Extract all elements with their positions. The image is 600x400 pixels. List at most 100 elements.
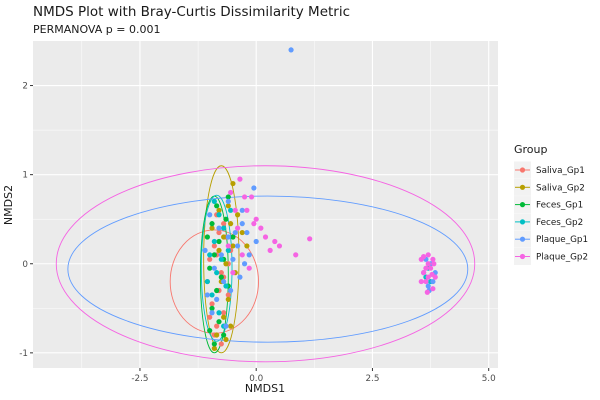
y-tick-label: -1	[19, 349, 28, 359]
minor-gridlines	[33, 41, 498, 368]
plaque-gp2-point	[430, 286, 436, 292]
plaque-gp2-point	[272, 238, 278, 245]
saliva-gp2-point	[228, 221, 234, 227]
saliva-gp1-point	[209, 301, 215, 307]
plaque-gp1-point	[221, 278, 227, 285]
legend-marker	[519, 236, 526, 242]
plaque-gp1-point	[230, 256, 236, 262]
chart-subtitle: PERMANOVA p = 0.001	[33, 23, 160, 36]
feces-gp1-point	[211, 341, 217, 347]
saliva-gp1-point	[221, 310, 227, 316]
y-axis-title: NMDS2	[2, 185, 15, 225]
feces-gp2-point	[228, 207, 234, 213]
plaque-gp1-point	[216, 225, 222, 231]
legend-label: Feces_Gp1	[536, 201, 583, 211]
saliva-gp2-point	[214, 332, 220, 338]
point-layer	[202, 47, 438, 351]
plaque-gp1-point	[430, 278, 436, 285]
plaque-gp1-point	[239, 207, 245, 213]
feces-gp1-point	[218, 274, 224, 280]
saliva-gp2-ellipse	[203, 165, 240, 354]
feces-gp1-point	[214, 287, 220, 294]
legend-label: Saliva_Gp1	[536, 166, 585, 176]
feces-gp2-point	[225, 247, 231, 253]
feces-gp1-point	[221, 332, 227, 338]
x-axis: -2.5 0.0 2.5 5.0	[131, 368, 496, 384]
y-tick-label: 2	[22, 82, 28, 92]
saliva-gp2-point	[230, 243, 236, 249]
feces-gp1-point	[211, 252, 217, 258]
legend-label: Plaque_Gp2	[536, 253, 588, 263]
saliva-gp2-point	[239, 229, 245, 236]
plaque-gp2-point	[425, 252, 431, 258]
legend-marker	[519, 202, 526, 208]
feces-gp1-point	[230, 234, 236, 240]
plaque-gp1-point	[223, 323, 229, 329]
feces-gp2-point	[223, 283, 229, 289]
saliva-gp1-point	[218, 270, 224, 276]
plaque-gp1-point	[241, 261, 248, 267]
saliva-gp2-point	[209, 225, 215, 231]
legend-label: Plaque_Gp1	[536, 235, 588, 245]
legend-marker	[519, 253, 526, 260]
ellipse-layer	[55, 165, 476, 363]
feces-gp2-point	[216, 310, 222, 316]
plaque-gp2-point	[230, 270, 236, 276]
plaque-gp1-point	[288, 47, 294, 53]
plaque-gp1-point	[211, 265, 217, 271]
x-tick-label: -2.5	[131, 374, 148, 384]
feces-gp1-point	[207, 327, 213, 334]
plaque-gp2-point	[431, 261, 437, 267]
feces-gp1-point	[214, 203, 220, 209]
plaque-gp1-point	[235, 243, 241, 249]
plaque-gp2-point	[241, 194, 248, 200]
saliva-gp2-point	[225, 203, 231, 209]
legend-item-plaque-gp1: Plaque_Gp1	[514, 230, 588, 248]
plaque-gp2-point	[258, 225, 264, 231]
x-axis-title: NMDS1	[245, 382, 285, 395]
legend-marker	[519, 184, 526, 190]
plaque-gp2-point	[244, 207, 250, 213]
saliva-gp2-point	[223, 336, 229, 343]
saliva-gp2-point	[216, 247, 222, 253]
x-tick-label: 0.0	[249, 374, 263, 384]
plaque-gp2-point	[232, 207, 238, 213]
chart-title: NMDS Plot with Bray-Curtis Dissimilarity…	[33, 4, 350, 20]
feces-gp2-point	[209, 292, 215, 298]
y-tick-label: 1	[22, 171, 28, 181]
legend-item-saliva-gp2: Saliva_Gp2	[514, 178, 585, 196]
feces-gp1-point	[216, 238, 222, 245]
saliva-gp1-point	[221, 221, 227, 227]
feces-gp1-point	[209, 305, 215, 311]
plaque-gp2-point	[228, 189, 234, 196]
legend: Saliva_Gp1 Saliva_Gp2 Feces_Gp1 Feces_Gp2 Pl…	[514, 161, 588, 265]
feces-gp1-point	[223, 216, 229, 222]
plaque-gp1-point	[425, 283, 431, 289]
saliva-gp2-point	[228, 323, 234, 329]
saliva-gp1-point	[214, 323, 220, 329]
plaque-gp2-point	[421, 270, 427, 276]
feces-gp1-point	[225, 194, 231, 200]
plaque-gp1-point	[209, 310, 215, 316]
legend-item-plaque-gp2: Plaque_Gp2	[514, 248, 588, 265]
plaque-gp2-point	[429, 271, 435, 278]
feces-gp2-point	[218, 256, 224, 262]
plaque-gp1-point	[239, 221, 245, 227]
feces-gp1-point	[216, 319, 222, 325]
plaque-gp2-point	[424, 289, 430, 295]
plaque-gp1-point	[246, 252, 252, 258]
plaque-gp1-point	[225, 234, 231, 240]
plaque-gp2-point	[425, 274, 431, 280]
legend-label: Saliva_Gp2	[536, 183, 585, 193]
feces-gp2-ellipse	[200, 194, 233, 342]
feces-gp1-point	[207, 265, 213, 271]
plaque-gp2-ellipse	[55, 165, 476, 363]
plaque-gp1-point	[244, 229, 250, 236]
plaque-gp2-point	[430, 256, 436, 262]
feces-gp2-point	[216, 212, 222, 218]
plaque-gp1-point	[202, 247, 208, 253]
plaque-gp1-point	[207, 212, 213, 218]
plaque-gp1-point	[218, 252, 224, 258]
legend-item-feces-gp2: Feces_Gp2	[514, 213, 583, 231]
